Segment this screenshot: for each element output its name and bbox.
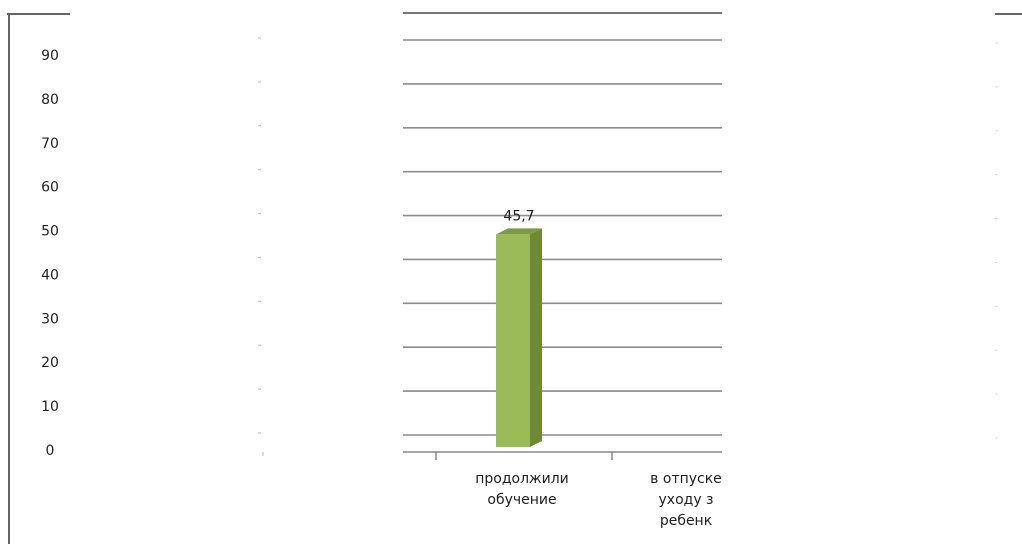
- x-tick-label: в отпуске: [650, 471, 722, 487]
- bar-side: [530, 228, 542, 447]
- y-tick-label: 50: [41, 224, 59, 240]
- x-tick-label: продолжили: [475, 471, 569, 487]
- data-label: 45,7: [503, 208, 534, 224]
- chart-frame: [7, 12, 1022, 544]
- gridlines: [262, 39, 722, 460]
- x-tick-label: уходу з: [659, 492, 714, 508]
- y-tick-label: 20: [41, 355, 59, 371]
- y-tick-label: 30: [41, 311, 59, 327]
- y-tick-label: 90: [41, 48, 59, 64]
- x-axis: продолжили обучение в отпуске уходу з ребенк: [475, 0, 983, 544]
- x-tick-label: ребенк: [660, 513, 712, 529]
- blank-panel: [723, 0, 983, 544]
- y-tick-label: 0: [46, 443, 55, 459]
- y-tick-label: 60: [41, 180, 59, 196]
- y-tick-label: 80: [41, 92, 59, 108]
- bar: [496, 234, 530, 447]
- y-axis: 0 10 20 30 40 50 60 70 80 90: [41, 37, 998, 459]
- bars: 45,7: [496, 208, 542, 447]
- bar-top: [496, 228, 542, 235]
- y-tick-label: 40: [41, 267, 59, 283]
- x-tick-label: обучение: [487, 492, 556, 508]
- y-tick-label: 10: [41, 399, 59, 415]
- y-tick-label: 70: [41, 136, 59, 152]
